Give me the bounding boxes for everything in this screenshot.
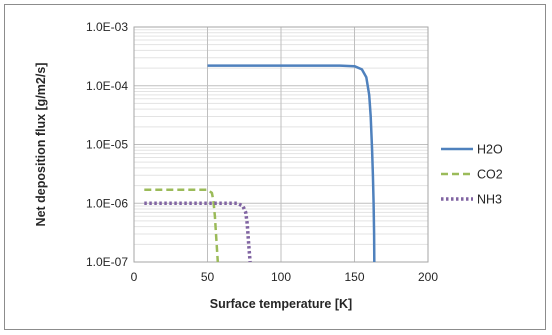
y-tick-label: 1.0E-07 [86, 255, 128, 269]
chart: 1.0E-07 1.0E-06 1.0E-05 1.0E-04 1.0E-03 0 50 1… [34, 20, 503, 311]
x-tick-label: 0 [131, 270, 138, 284]
x-tick-label: 200 [418, 270, 438, 284]
y-tick-label: 1.0E-04 [86, 79, 128, 93]
y-axis-label: Net deposition flux [g/m2/s] [34, 63, 48, 227]
y-tick-label: 1.0E-06 [86, 196, 128, 210]
legend-label-nh3: NH3 [477, 193, 502, 207]
x-tick-label: 150 [344, 270, 364, 284]
y-tick-label: 1.0E-05 [86, 138, 128, 152]
y-axis-tick-labels: 1.0E-07 1.0E-06 1.0E-05 1.0E-04 1.0E-03 [86, 20, 128, 269]
y-tick-label: 1.0E-03 [86, 20, 128, 34]
series-line-nh3 [144, 201, 252, 263]
legend: H2O CO2 NH3 [441, 143, 503, 207]
chart-frame: 1.0E-07 1.0E-06 1.0E-05 1.0E-04 1.0E-03 0 50 1… [4, 4, 546, 330]
legend-label-co2: CO2 [477, 168, 503, 182]
x-axis-label: Surface temperature [K] [210, 297, 352, 311]
legend-label-h2o: H2O [477, 143, 503, 157]
series-line-co2 [144, 188, 220, 263]
plot-area-border [133, 26, 429, 263]
series-line-h2o [207, 64, 376, 263]
x-axis-tick-labels: 0 50 100 150 200 [131, 270, 439, 284]
x-tick-label: 50 [201, 270, 215, 284]
x-tick-label: 100 [271, 270, 291, 284]
series-lines [144, 64, 376, 263]
